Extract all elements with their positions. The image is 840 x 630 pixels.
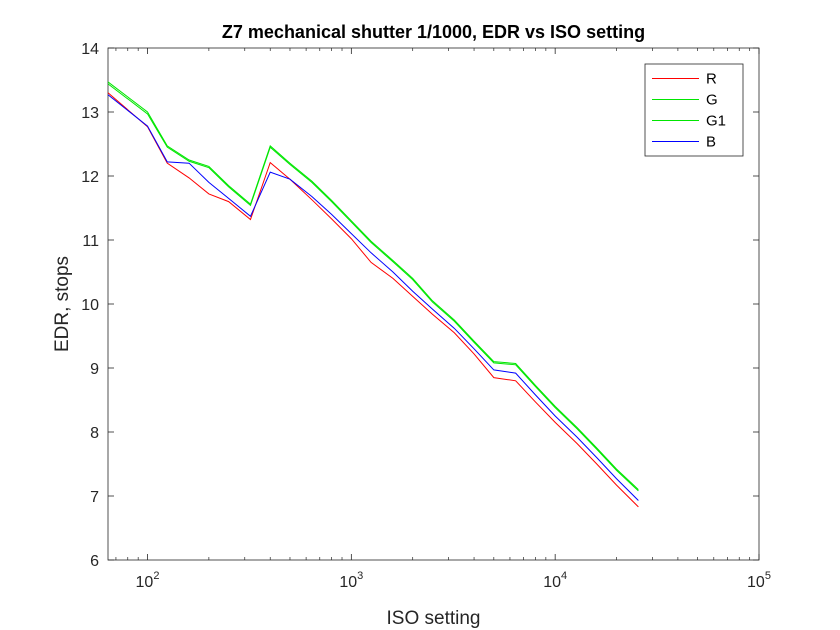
y-tick-label: 14 <box>81 41 99 58</box>
x-tick-exponent: 4 <box>561 570 567 582</box>
x-tick-exponent: 3 <box>357 570 363 582</box>
x-tick-exponent: 2 <box>153 570 159 582</box>
series-line-g1 <box>107 83 639 492</box>
y-tick-label: 10 <box>81 297 99 314</box>
x-tick-base: 10 <box>339 574 357 591</box>
y-tick-label: 6 <box>90 553 99 570</box>
series-line-g <box>107 81 639 490</box>
y-axis-ticks: 6 7 8 9 10 11 12 13 14 <box>81 41 759 570</box>
legend-item-b: B <box>652 134 716 151</box>
x-tick-base: 10 <box>136 574 154 591</box>
x-tick-label: 102 <box>136 570 160 591</box>
series-line-r <box>107 92 639 508</box>
legend: RG G1 B <box>644 63 744 157</box>
y-tick-label: 11 <box>82 233 99 250</box>
legend-label: B <box>706 134 716 151</box>
x-tick-base: 10 <box>543 574 561 591</box>
x-tick-base: 10 <box>747 574 765 591</box>
y-tick-label: 9 <box>90 361 99 378</box>
y-axis-label: EDR, stops <box>52 256 73 352</box>
legend-item-g: G <box>652 92 718 109</box>
y-tick-label: 13 <box>81 105 99 122</box>
series-lines <box>107 81 639 508</box>
chart-title: Z7 mechanical shutter 1/1000, EDR vs ISO… <box>222 22 645 42</box>
legend-label: G <box>706 92 718 109</box>
legend-item-g1: G1 <box>652 113 726 130</box>
legend-label: G1 <box>706 113 726 130</box>
x-axis-ticks: 102 103 104 105 <box>115 48 771 591</box>
y-tick-label: 8 <box>90 425 99 442</box>
legend-item-r: R <box>652 71 717 88</box>
series-line-b <box>107 94 639 501</box>
x-tick-exponent: 5 <box>765 570 771 582</box>
legend-box <box>644 63 744 157</box>
legend-items: RG G1 B <box>652 71 726 151</box>
legend-label: R <box>706 71 717 88</box>
y-tick-label: 12 <box>81 169 99 186</box>
y-tick-label: 7 <box>90 489 99 506</box>
x-tick-label: 104 <box>543 570 567 591</box>
x-tick-label: 103 <box>339 570 363 591</box>
x-tick-label: 105 <box>747 570 771 591</box>
x-axis-label: ISO setting <box>387 608 481 629</box>
